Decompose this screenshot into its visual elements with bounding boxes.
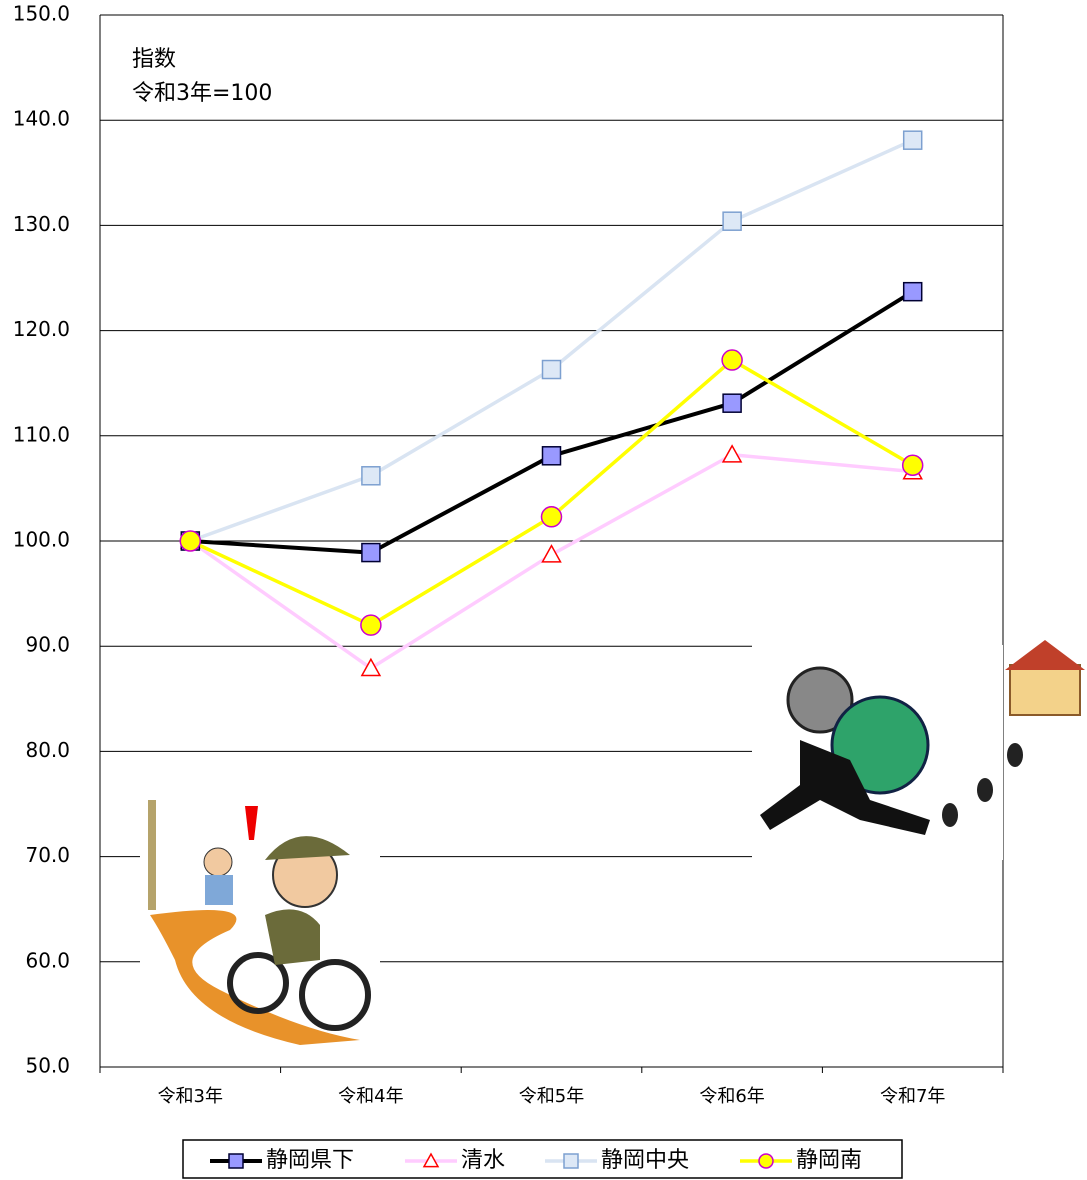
legend-label: 静岡県下 [266, 1148, 354, 1173]
series-line [189, 358, 914, 627]
footprint [1007, 743, 1023, 767]
marker [902, 281, 923, 302]
x-tick-label: 令和7年 [880, 1086, 945, 1107]
house [1009, 664, 1081, 716]
thief-head [786, 666, 854, 734]
x-tick-label: 令和6年 [699, 1086, 764, 1107]
legend-label: 清水 [461, 1148, 505, 1173]
pole [148, 800, 156, 910]
marker [541, 544, 562, 563]
y-tick-label: 110.0 [13, 422, 70, 446]
x-tick-label: 令和3年 [158, 1086, 223, 1107]
plot: 50.0 60.0 70.0 80.0 90.0 100.0 110.0 120.0 130.0… [13, 2, 946, 1108]
series-line [189, 138, 914, 543]
illustrations [140, 640, 1085, 1045]
footprint [977, 778, 993, 802]
victim-body [205, 875, 233, 905]
marker [541, 446, 562, 466]
wheel [299, 959, 371, 1031]
marker [902, 130, 923, 150]
y-tick-label: 120.0 [13, 317, 70, 341]
roof [1005, 640, 1085, 670]
marker [563, 1153, 579, 1169]
x-tick-label: 令和4年 [338, 1086, 403, 1107]
rider-body [265, 909, 320, 965]
legend-label: 静岡中央 [601, 1148, 689, 1173]
marker [758, 1153, 774, 1169]
marker [901, 454, 924, 477]
y-tick-label: 140.0 [13, 107, 70, 131]
y-tick-label: 60.0 [25, 948, 70, 972]
marker [721, 349, 743, 371]
y-tick-label: 50.0 [25, 1054, 70, 1078]
thief-body [760, 740, 930, 835]
y-tick-label: 80.0 [25, 738, 70, 762]
marker [360, 614, 382, 636]
marker [361, 466, 381, 486]
marker [541, 359, 562, 380]
rider-cap [265, 836, 350, 860]
marker [361, 542, 381, 563]
path-road [150, 910, 360, 1045]
annotation: 令和3年=100 [132, 81, 272, 106]
x-tick-label: 令和5年 [519, 1086, 584, 1107]
exclaim [245, 806, 258, 840]
legend: 静岡県下 清水 静岡中央 静岡南 [210, 1148, 862, 1173]
legend-box [182, 1139, 903, 1179]
marker [540, 506, 563, 528]
y-tick-label: 130.0 [13, 212, 70, 236]
marker [722, 211, 742, 231]
legend-label: 静岡南 [796, 1148, 862, 1173]
marker [228, 1153, 244, 1169]
marker [422, 1152, 440, 1168]
marker [360, 657, 382, 677]
footprint [942, 803, 958, 827]
victim-head [203, 847, 233, 877]
annotation: 指数 [132, 47, 176, 72]
marker [722, 393, 742, 413]
y-tick-label: 70.0 [25, 843, 70, 867]
wheel [227, 952, 289, 1014]
loot-bag [830, 695, 930, 795]
y-tick-label: 150.0 [13, 2, 70, 26]
marker [721, 444, 743, 463]
y-tick-label: 90.0 [25, 633, 70, 657]
marker [179, 530, 202, 552]
y-tick-label: 100.0 [13, 528, 70, 552]
